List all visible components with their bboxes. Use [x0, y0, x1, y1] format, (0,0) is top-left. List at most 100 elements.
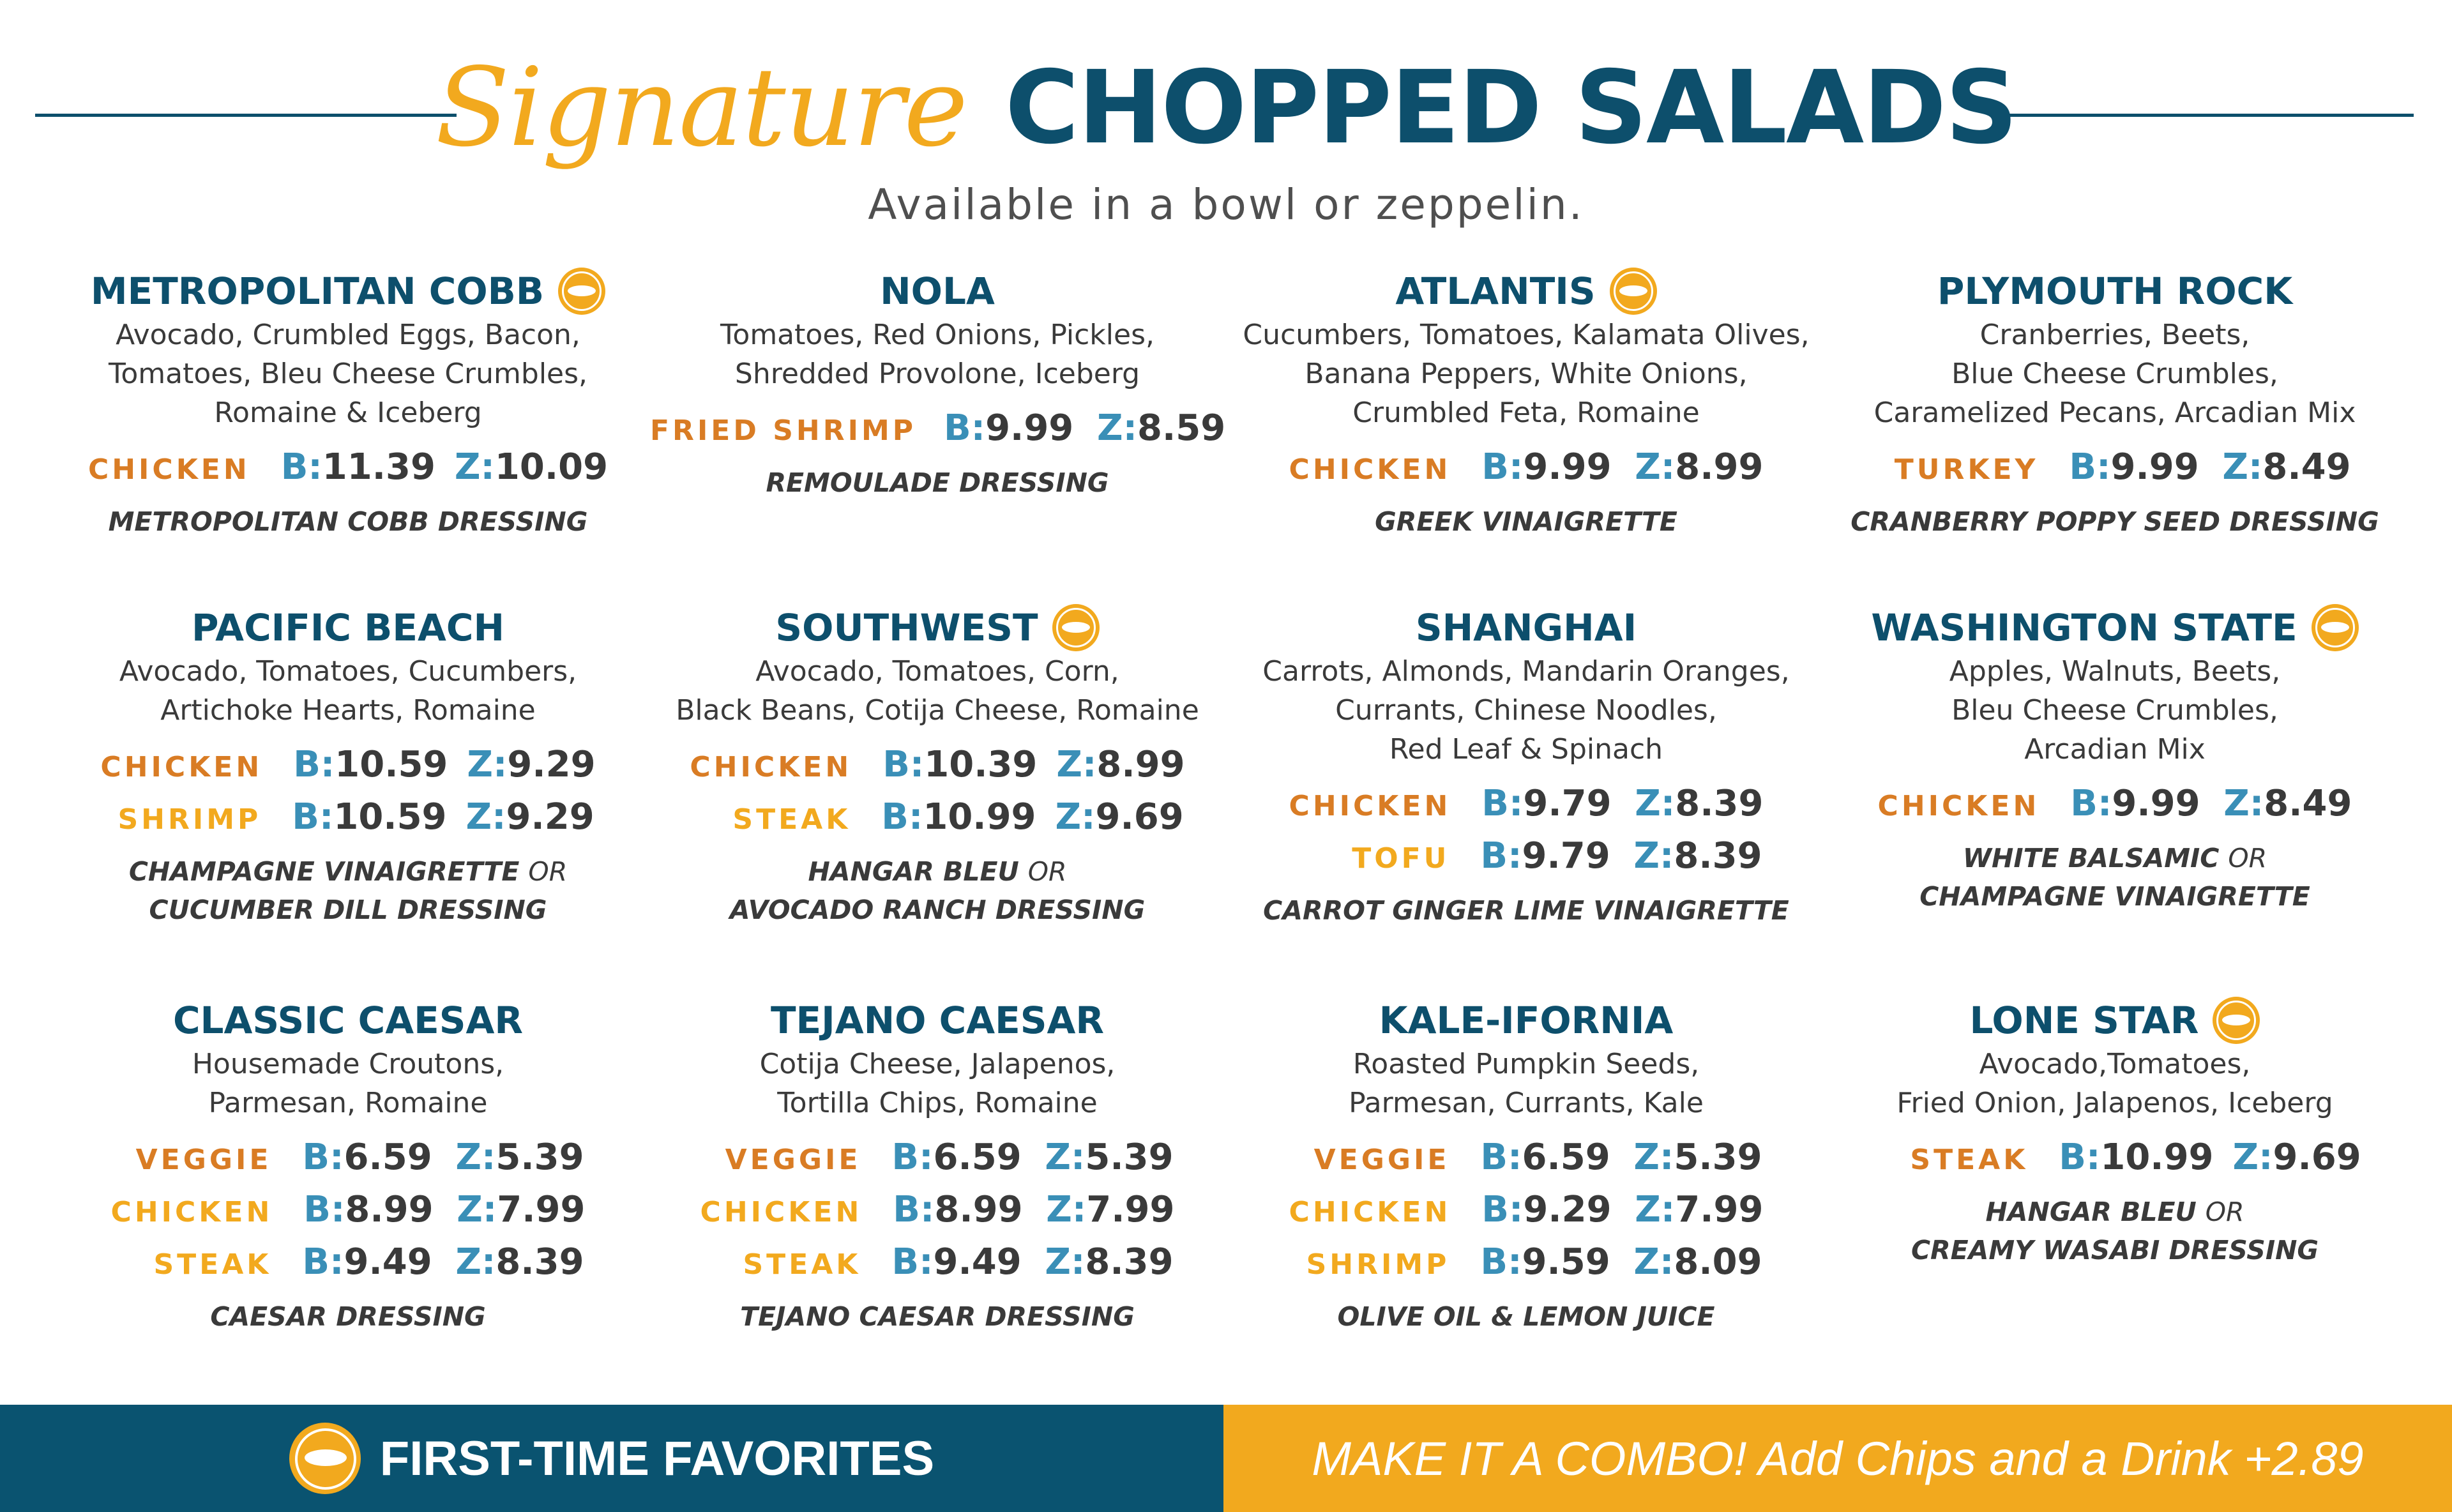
zeppelin-price: Z:8.99 — [1056, 739, 1184, 791]
zeppelin-key: Z: — [1045, 1137, 1086, 1178]
price-list: CHICKEN B:9.99 Z:8.49 — [1828, 778, 2402, 830]
zeppelin-price: Z:5.39 — [1045, 1131, 1173, 1184]
salad-description: Cotija Cheese, Jalapenos, Tortilla Chips,… — [650, 1045, 1225, 1123]
description-line: Avocado,Tomatoes, — [1979, 1048, 2251, 1080]
description-line: Tomatoes, Red Onions, Pickles, — [720, 319, 1154, 351]
description-line: Avocado, Tomatoes, Cucumbers, — [119, 655, 577, 688]
salad-item: TEJANO CAESAR Cotija Cheese, Jalapenos, To… — [650, 996, 1225, 1336]
salad-name-row: LONE STAR — [1828, 996, 2402, 1045]
first-time-favorite-badge-icon — [558, 268, 606, 315]
bowl-key: B: — [2069, 446, 2111, 488]
description-line: Avocado, Crumbled Eggs, Bacon, — [116, 319, 580, 351]
bowl-price: B:9.99 — [1481, 441, 1616, 494]
bowl-price-value: 9.99 — [1523, 446, 1612, 488]
dressing-line: HANGAR BLEU OR — [650, 852, 1225, 891]
zeppelin-price-value: 9.69 — [2273, 1137, 2361, 1178]
zeppelin-price: Z:9.69 — [1056, 791, 1184, 843]
title-row: Signature CHOPPED SALADS — [0, 45, 2452, 171]
protein-label: STEAK — [743, 1248, 861, 1281]
protein-label: STEAK — [1910, 1144, 2029, 1176]
combo-text: MAKE IT A COMBO! Add Chips and a Drink +… — [1312, 1432, 2364, 1485]
bowl-price: B:9.79 — [1481, 778, 1616, 830]
description-line: Caramelized Pecans, Arcadian Mix — [1873, 397, 2356, 429]
price-list: CHICKEN B:10.39 Z:8.99 STEAK B:10.99 Z:9.69 — [650, 739, 1225, 843]
zeppelin-price-value: 8.49 — [2264, 783, 2352, 824]
protein-label: CHICKEN — [100, 751, 263, 783]
bowl-price-value: 9.29 — [1523, 1189, 1612, 1230]
salad-name: LONE STAR — [1969, 999, 2199, 1042]
zeppelin-key: Z: — [1633, 835, 1674, 877]
dressing-name: CHAMPAGNE VINAIGRETTE — [1919, 881, 2310, 912]
zeppelin-price-value: 7.99 — [1086, 1189, 1175, 1230]
price-row: STEAK B:10.99 Z:9.69 — [1828, 1131, 2402, 1184]
description-line: Romaine & Iceberg — [214, 397, 482, 429]
bowl-key: B: — [891, 1241, 934, 1283]
zeppelin-price-value: 8.99 — [1096, 744, 1185, 785]
description-line: Fried Onion, Jalapenos, Iceberg — [1896, 1087, 2333, 1119]
first-time-favorite-badge-icon — [1052, 604, 1100, 651]
bowl-price-value: 6.59 — [1522, 1137, 1610, 1178]
menu-header: Signature CHOPPED SALADS Available in a b… — [0, 0, 2452, 243]
zeppelin-price: Z:8.39 — [1635, 778, 1763, 830]
dressing-name: CAESAR DRESSING — [210, 1301, 486, 1332]
bowl-price: B:10.99 — [881, 791, 1036, 843]
dressing-name: AVOCADO RANCH DRESSING — [729, 895, 1146, 925]
bowl-price: B:6.59 — [302, 1131, 436, 1184]
bowl-price-value: 9.49 — [933, 1241, 1022, 1283]
bowl-price: B:9.99 — [2070, 778, 2204, 830]
dressing-name: GREEK VINAIGRETTE — [1375, 506, 1677, 537]
bowl-key: B: — [2059, 1137, 2101, 1178]
price-list: CHICKEN B:10.59 Z:9.29 SHRIMP B:10.59 Z:9.29 — [61, 739, 635, 843]
salad-name-row: WASHINGTON STATE — [1828, 603, 2402, 652]
dressing: CARROT GINGER LIME VINAIGRETTE — [1239, 891, 1813, 930]
first-time-favorite-badge-icon — [289, 1423, 361, 1494]
zeppelin-price-value: 7.99 — [497, 1189, 586, 1230]
bowl-key: B: — [1480, 1137, 1522, 1178]
price-row: CHICKEN B:9.29 Z:7.99 — [1239, 1184, 1813, 1236]
protein-label: CHICKEN — [700, 1196, 863, 1228]
salad-name-row: PACIFIC BEACH — [61, 603, 635, 652]
zeppelin-price-value: 8.39 — [1674, 835, 1762, 877]
bowl-price-value: 8.99 — [934, 1189, 1023, 1230]
zeppelin-price: Z:8.99 — [1635, 441, 1763, 494]
zeppelin-price-value: 5.39 — [496, 1137, 584, 1178]
price-list: TURKEY B:9.99 Z:8.49 — [1828, 441, 2402, 494]
bowl-price: B:9.49 — [302, 1236, 436, 1289]
protein-label: STEAK — [732, 803, 851, 836]
bowl-price: B:9.59 — [1480, 1236, 1614, 1289]
description-line: Shredded Provolone, Iceberg — [734, 358, 1140, 390]
price-row: TOFU B:9.79 Z:8.39 — [1239, 830, 1813, 882]
description-line: Tomatoes, Bleu Cheese Crumbles, — [108, 358, 588, 390]
salad-item: METROPOLITAN COBB Avocado, Crumbled Eggs,… — [61, 267, 635, 541]
protein-label: VEGGIE — [135, 1144, 272, 1176]
bowl-price: B:9.99 — [2069, 441, 2203, 494]
protein-label: TOFU — [1352, 842, 1450, 875]
protein-label: CHICKEN — [1289, 453, 1451, 486]
zeppelin-key: Z: — [1045, 1241, 1086, 1283]
zeppelin-price: Z:8.39 — [1045, 1236, 1173, 1289]
price-list: CHICKEN B:9.79 Z:8.39 TOFU B:9.79 Z:8.39 — [1239, 778, 1813, 882]
protein-label: FRIED SHRIMP — [650, 414, 917, 447]
dressing-or: OR — [2228, 843, 2267, 873]
price-row: STEAK B:9.49 Z:8.39 — [61, 1236, 635, 1289]
salad-name: METROPOLITAN COBB — [90, 269, 545, 313]
bowl-price-value: 9.79 — [1523, 783, 1612, 824]
zeppelin-price: Z:7.99 — [457, 1184, 585, 1236]
dressing-line: HANGAR BLEU OR — [1828, 1193, 2402, 1231]
price-row: CHICKEN B:8.99 Z:7.99 — [650, 1184, 1225, 1236]
description-line: Red Leaf & Spinach — [1389, 733, 1663, 766]
zeppelin-price: Z:7.99 — [1046, 1184, 1174, 1236]
header-rule-right — [1992, 114, 2414, 117]
bowl-price-value: 9.49 — [344, 1241, 432, 1283]
bowl-price: B:10.39 — [882, 739, 1037, 791]
zeppelin-key: Z: — [465, 796, 506, 838]
salad-description: Carrots, Almonds, Mandarin Oranges, Curra… — [1239, 652, 1813, 769]
zeppelin-price: Z:8.39 — [455, 1236, 584, 1289]
zeppelin-price-value: 8.49 — [2262, 446, 2351, 488]
salad-item: WASHINGTON STATE Apples, Walnuts, Beets, B… — [1828, 603, 2402, 916]
description-line: Housemade Croutons, — [192, 1048, 504, 1080]
zeppelin-key: Z: — [455, 1137, 496, 1178]
bowl-price-value: 10.99 — [923, 796, 1036, 838]
dressing-line: CHAMPAGNE VINAIGRETTE OR — [61, 852, 635, 891]
description-line: Parmesan, Currants, Kale — [1349, 1087, 1704, 1119]
